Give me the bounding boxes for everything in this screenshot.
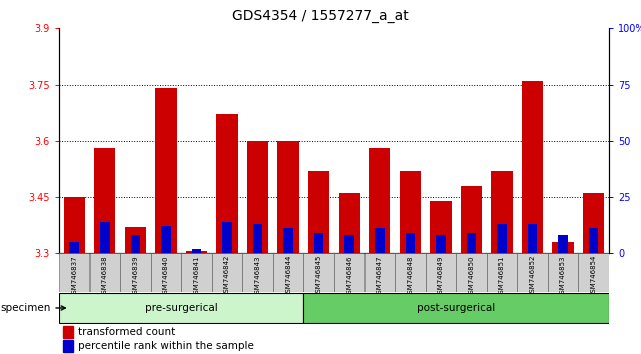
Bar: [589, 228, 599, 253]
Bar: [59, 253, 90, 292]
Text: GSM746850: GSM746850: [469, 255, 474, 298]
Bar: [69, 242, 79, 253]
Bar: [308, 171, 329, 253]
Text: GSM746844: GSM746844: [285, 255, 291, 297]
Bar: [522, 81, 544, 253]
Bar: [212, 253, 242, 292]
Text: GSM746845: GSM746845: [315, 255, 322, 297]
Text: GSM746846: GSM746846: [346, 255, 353, 298]
Bar: [461, 185, 482, 253]
Bar: [283, 228, 293, 253]
Text: percentile rank within the sample: percentile rank within the sample: [78, 341, 254, 351]
Bar: [120, 253, 151, 292]
Text: GSM746841: GSM746841: [194, 255, 199, 298]
Bar: [155, 88, 177, 253]
Text: GSM746848: GSM746848: [407, 255, 413, 298]
Bar: [63, 197, 85, 253]
Text: GSM746851: GSM746851: [499, 255, 505, 298]
Bar: [334, 253, 365, 292]
Text: GSM746840: GSM746840: [163, 255, 169, 298]
Bar: [247, 141, 269, 253]
Bar: [124, 227, 146, 253]
Text: transformed count: transformed count: [78, 327, 176, 337]
Bar: [456, 253, 487, 292]
Bar: [314, 233, 324, 253]
Text: specimen: specimen: [0, 303, 65, 313]
Text: GSM746843: GSM746843: [254, 255, 261, 298]
Bar: [517, 253, 548, 292]
Bar: [278, 141, 299, 253]
Text: GSM746854: GSM746854: [590, 255, 597, 297]
Bar: [192, 249, 201, 253]
Bar: [151, 253, 181, 292]
Bar: [94, 148, 115, 253]
Bar: [406, 233, 415, 253]
Text: post-surgerical: post-surgerical: [417, 303, 495, 313]
Bar: [578, 253, 609, 292]
Bar: [303, 293, 609, 323]
Bar: [161, 226, 171, 253]
Bar: [395, 253, 426, 292]
Bar: [365, 253, 395, 292]
Bar: [63, 339, 73, 352]
Bar: [273, 253, 303, 292]
Bar: [369, 148, 390, 253]
Bar: [63, 326, 73, 338]
Text: GSM746837: GSM746837: [71, 255, 78, 298]
Bar: [59, 293, 303, 323]
Bar: [344, 235, 354, 253]
Bar: [242, 253, 273, 292]
Bar: [186, 251, 207, 253]
Bar: [426, 253, 456, 292]
Bar: [497, 224, 507, 253]
Bar: [90, 253, 120, 292]
Bar: [222, 222, 232, 253]
Bar: [338, 193, 360, 253]
Bar: [100, 222, 110, 253]
Text: GSM746839: GSM746839: [132, 255, 138, 298]
Bar: [487, 253, 517, 292]
Bar: [528, 224, 537, 253]
Text: pre-surgerical: pre-surgerical: [145, 303, 217, 313]
Bar: [491, 171, 513, 253]
Bar: [399, 171, 421, 253]
Text: GSM746852: GSM746852: [529, 255, 536, 297]
Bar: [375, 228, 385, 253]
Bar: [131, 235, 140, 253]
Bar: [253, 224, 262, 253]
Bar: [430, 201, 452, 253]
Text: GSM746849: GSM746849: [438, 255, 444, 298]
Bar: [181, 253, 212, 292]
Bar: [436, 235, 445, 253]
Bar: [548, 253, 578, 292]
Bar: [553, 242, 574, 253]
Text: GDS4354 / 1557277_a_at: GDS4354 / 1557277_a_at: [232, 9, 409, 23]
Text: GSM746842: GSM746842: [224, 255, 230, 297]
Bar: [216, 114, 238, 253]
Text: GSM746847: GSM746847: [377, 255, 383, 298]
Text: GSM746853: GSM746853: [560, 255, 566, 298]
Bar: [303, 253, 334, 292]
Bar: [583, 193, 604, 253]
Bar: [467, 233, 476, 253]
Bar: [558, 235, 568, 253]
Text: GSM746838: GSM746838: [102, 255, 108, 298]
